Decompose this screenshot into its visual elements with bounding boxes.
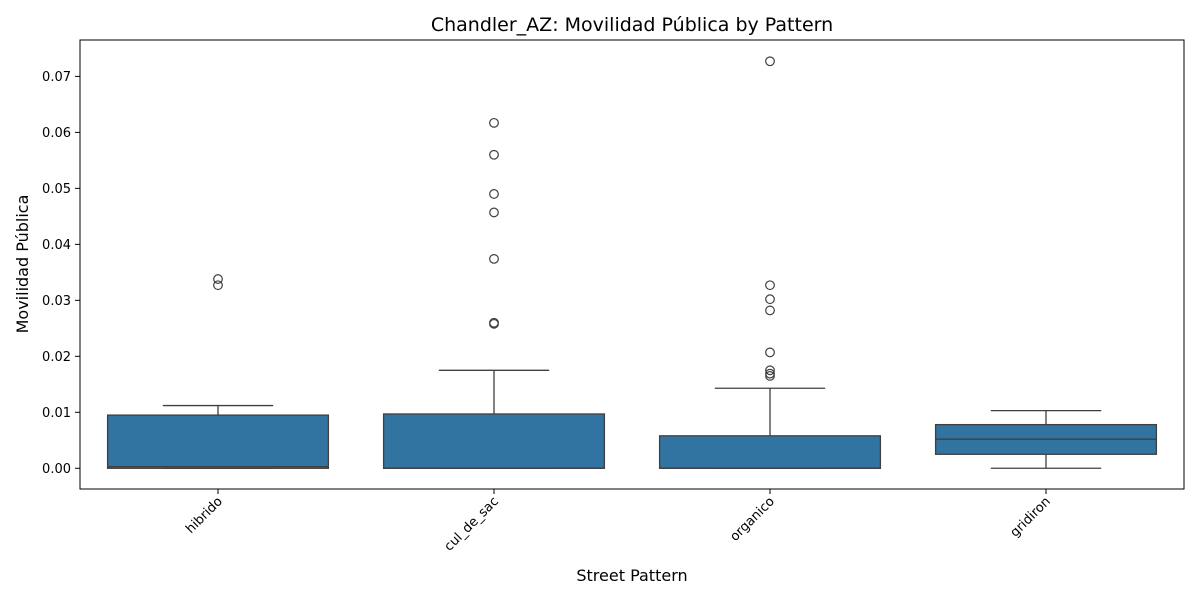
box-group-gridiron — [934, 409, 1158, 469]
box-iqr — [382, 413, 606, 469]
y-tick-label: 0.05 — [42, 182, 71, 197]
outlier-point — [765, 371, 775, 381]
outlier-point — [765, 280, 775, 291]
y-tick-label: 0.03 — [42, 294, 71, 309]
y-axis-title: Movilidad Pública — [13, 195, 32, 334]
outlier-point — [489, 254, 499, 264]
box-group-hibrido — [106, 274, 330, 469]
box-iqr — [658, 435, 882, 469]
outlier-point — [765, 305, 775, 316]
outlier-point — [213, 274, 223, 284]
y-tick-label: 0.02 — [42, 350, 71, 365]
chart-title: Chandler_AZ: Movilidad Pública by Patter… — [431, 14, 833, 36]
outlier-point — [765, 294, 775, 305]
y-tick-label: 0.00 — [42, 462, 71, 477]
outlier-point — [489, 189, 499, 199]
x-axis-title: Street Pattern — [576, 566, 687, 585]
y-axis: 0.00 0.01 0.02 0.03 0.04 0.05 0.06 0.07 — [42, 70, 80, 477]
box-iqr — [106, 414, 330, 469]
outlier-point — [765, 56, 775, 67]
y-tick-label: 0.07 — [42, 70, 71, 85]
outlier-point — [489, 207, 499, 218]
y-tick-label: 0.04 — [42, 238, 71, 253]
plot-area — [106, 56, 1158, 469]
outlier-point — [489, 117, 499, 128]
box-group-organico — [658, 56, 882, 469]
outlier-point — [765, 365, 775, 376]
box-group-cul_de_sac — [382, 117, 606, 469]
y-tick-label: 0.01 — [42, 406, 71, 421]
y-tick-label: 0.06 — [42, 126, 71, 141]
plot-frame — [79, 39, 1185, 490]
outlier-point — [489, 149, 499, 160]
outlier-point — [489, 318, 499, 329]
outlier-point — [213, 280, 223, 291]
outlier-point — [765, 347, 775, 358]
